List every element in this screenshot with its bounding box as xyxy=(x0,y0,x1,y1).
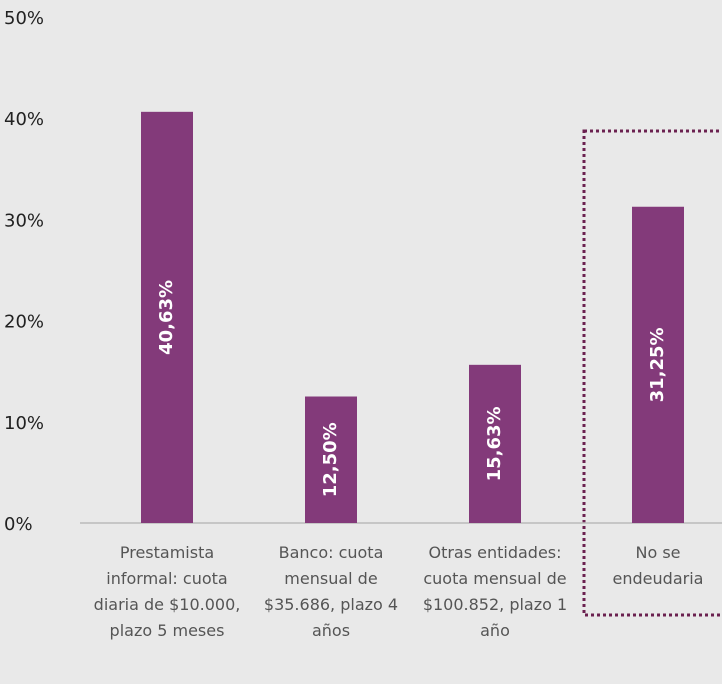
highlight-box xyxy=(582,129,722,617)
y-tick-label: 0% xyxy=(4,514,33,535)
x-tick-label: No se endeudaria xyxy=(612,543,704,588)
bar xyxy=(141,111,193,523)
value-label: 15,63% xyxy=(484,406,505,481)
value-label: 31,25% xyxy=(647,327,668,402)
y-tick-label: 10% xyxy=(4,413,44,434)
bar xyxy=(632,206,684,523)
x-tick-label: Banco: cuota mensual de $35.686, plazo 4… xyxy=(263,543,399,640)
x-tick-label: Otras entidades: cuota mensual de $100.8… xyxy=(422,543,568,640)
y-tick-label: 50% xyxy=(4,8,44,29)
y-tick-label: 30% xyxy=(4,210,44,231)
x-tick-label: Prestamista informal: cuota diaria de $1… xyxy=(93,543,241,640)
bar xyxy=(469,364,521,523)
value-label: 12,50% xyxy=(320,422,341,497)
y-tick-label: 40% xyxy=(4,109,44,130)
bar xyxy=(305,396,357,523)
value-label: 40,63% xyxy=(156,280,177,355)
y-tick-label: 20% xyxy=(4,312,44,333)
